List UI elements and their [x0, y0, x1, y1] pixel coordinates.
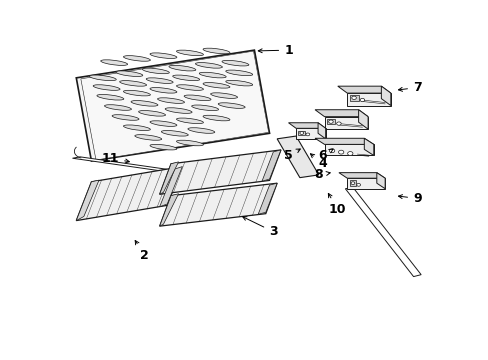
Polygon shape	[346, 93, 390, 105]
Polygon shape	[314, 110, 367, 117]
Circle shape	[299, 132, 303, 134]
Ellipse shape	[97, 94, 123, 100]
Ellipse shape	[142, 68, 169, 74]
Polygon shape	[296, 128, 325, 139]
Text: 10: 10	[327, 193, 346, 216]
Ellipse shape	[218, 103, 244, 108]
Circle shape	[359, 98, 364, 102]
Text: 5: 5	[284, 149, 300, 162]
Ellipse shape	[116, 71, 142, 76]
Polygon shape	[337, 86, 390, 93]
Polygon shape	[324, 144, 373, 156]
Ellipse shape	[112, 115, 139, 120]
Polygon shape	[298, 131, 304, 135]
Ellipse shape	[210, 93, 237, 98]
Polygon shape	[258, 183, 277, 214]
Polygon shape	[159, 167, 182, 207]
Ellipse shape	[176, 50, 203, 56]
Polygon shape	[345, 187, 420, 276]
Polygon shape	[159, 162, 178, 194]
Text: 8: 8	[314, 168, 329, 181]
Ellipse shape	[139, 111, 165, 116]
Circle shape	[338, 150, 343, 154]
Text: 11: 11	[102, 152, 129, 165]
Ellipse shape	[169, 66, 195, 71]
Text: 1: 1	[258, 44, 292, 57]
Polygon shape	[76, 180, 99, 221]
Text: 6: 6	[318, 149, 332, 162]
Ellipse shape	[131, 100, 158, 106]
Circle shape	[356, 184, 360, 186]
Ellipse shape	[191, 105, 218, 111]
Ellipse shape	[195, 63, 222, 68]
Polygon shape	[358, 110, 367, 129]
Ellipse shape	[222, 60, 248, 66]
Ellipse shape	[150, 121, 177, 126]
Circle shape	[328, 120, 332, 123]
Polygon shape	[376, 173, 385, 189]
Ellipse shape	[225, 70, 252, 76]
Polygon shape	[381, 86, 390, 105]
Ellipse shape	[176, 85, 203, 90]
Ellipse shape	[161, 131, 188, 136]
Ellipse shape	[165, 108, 192, 113]
Ellipse shape	[123, 90, 150, 96]
Ellipse shape	[120, 81, 146, 86]
Polygon shape	[317, 123, 325, 139]
Ellipse shape	[89, 75, 116, 81]
Ellipse shape	[225, 80, 252, 86]
Polygon shape	[349, 95, 358, 100]
Ellipse shape	[203, 82, 229, 88]
Ellipse shape	[93, 85, 120, 90]
Text: 2: 2	[135, 240, 148, 262]
Circle shape	[305, 133, 309, 136]
Text: 3: 3	[242, 217, 277, 238]
Circle shape	[336, 122, 341, 125]
Polygon shape	[159, 183, 277, 226]
Polygon shape	[72, 157, 167, 171]
Ellipse shape	[150, 87, 177, 93]
Ellipse shape	[135, 135, 162, 140]
Polygon shape	[326, 119, 334, 125]
Ellipse shape	[172, 75, 199, 81]
Text: 9: 9	[398, 192, 421, 205]
Polygon shape	[159, 150, 280, 194]
Ellipse shape	[104, 105, 131, 110]
Polygon shape	[81, 51, 268, 160]
Polygon shape	[288, 123, 325, 128]
Ellipse shape	[123, 125, 150, 131]
Polygon shape	[277, 136, 318, 177]
Ellipse shape	[150, 53, 177, 58]
Polygon shape	[364, 138, 373, 156]
Ellipse shape	[176, 118, 203, 123]
Circle shape	[347, 152, 352, 156]
Polygon shape	[314, 138, 373, 144]
Polygon shape	[76, 167, 182, 221]
Ellipse shape	[199, 72, 225, 78]
Ellipse shape	[176, 140, 203, 146]
Text: 7: 7	[398, 81, 421, 94]
Ellipse shape	[187, 128, 214, 133]
Ellipse shape	[123, 56, 150, 61]
Circle shape	[329, 149, 334, 153]
Ellipse shape	[157, 98, 184, 103]
Ellipse shape	[203, 115, 229, 121]
Ellipse shape	[101, 60, 127, 66]
Polygon shape	[262, 150, 280, 181]
Ellipse shape	[184, 95, 210, 100]
Polygon shape	[324, 117, 367, 129]
Text: 4: 4	[310, 154, 326, 170]
Ellipse shape	[150, 144, 177, 150]
Polygon shape	[159, 194, 178, 226]
Ellipse shape	[146, 78, 173, 84]
Circle shape	[350, 182, 354, 185]
Polygon shape	[346, 178, 385, 189]
Polygon shape	[338, 173, 385, 178]
Ellipse shape	[203, 48, 229, 54]
Polygon shape	[76, 50, 269, 161]
Circle shape	[351, 96, 356, 99]
Polygon shape	[349, 180, 355, 186]
